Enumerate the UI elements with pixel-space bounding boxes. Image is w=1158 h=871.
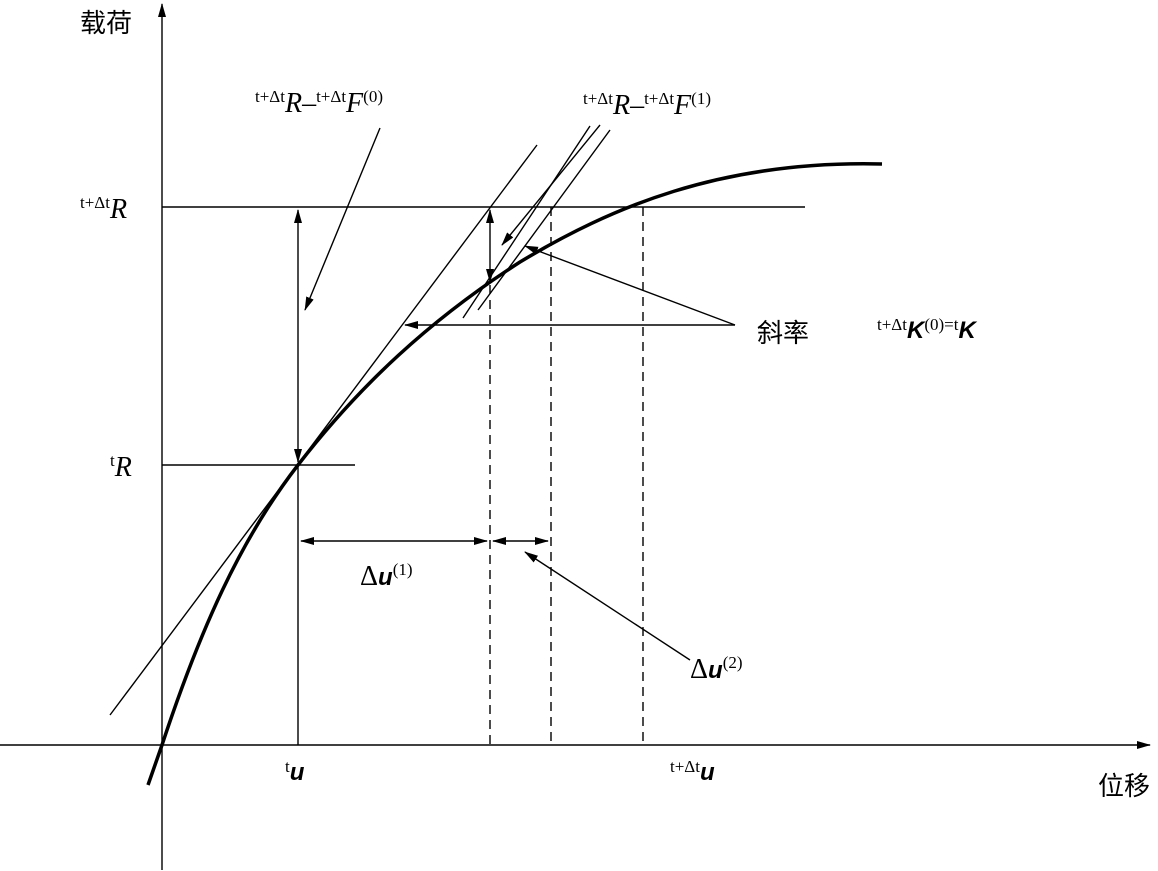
label: t+ΔtR–t+ΔtF(0) bbox=[255, 87, 383, 119]
label: Δu(1) bbox=[360, 560, 413, 592]
tangent bbox=[477, 129, 611, 311]
leader bbox=[524, 551, 691, 661]
load-curve bbox=[146, 162, 883, 786]
label: Δu(2) bbox=[690, 653, 743, 685]
tangent bbox=[462, 125, 591, 319]
label: t+ΔtR bbox=[80, 193, 127, 225]
label: t+Δtu bbox=[670, 757, 715, 786]
y-label: 载荷 bbox=[80, 9, 132, 39]
label: 斜率 bbox=[757, 319, 809, 349]
label: t+ΔtK(0)=tK bbox=[877, 315, 977, 344]
leader bbox=[524, 245, 736, 326]
leader bbox=[501, 124, 601, 246]
label: tu bbox=[285, 757, 305, 786]
tangent bbox=[109, 144, 538, 716]
label: t+ΔtR–t+ΔtF(1) bbox=[583, 89, 711, 121]
drawing bbox=[0, 3, 1151, 870]
leader bbox=[304, 127, 381, 311]
x-label: 位移 bbox=[1098, 772, 1150, 802]
label: tR bbox=[110, 451, 132, 483]
